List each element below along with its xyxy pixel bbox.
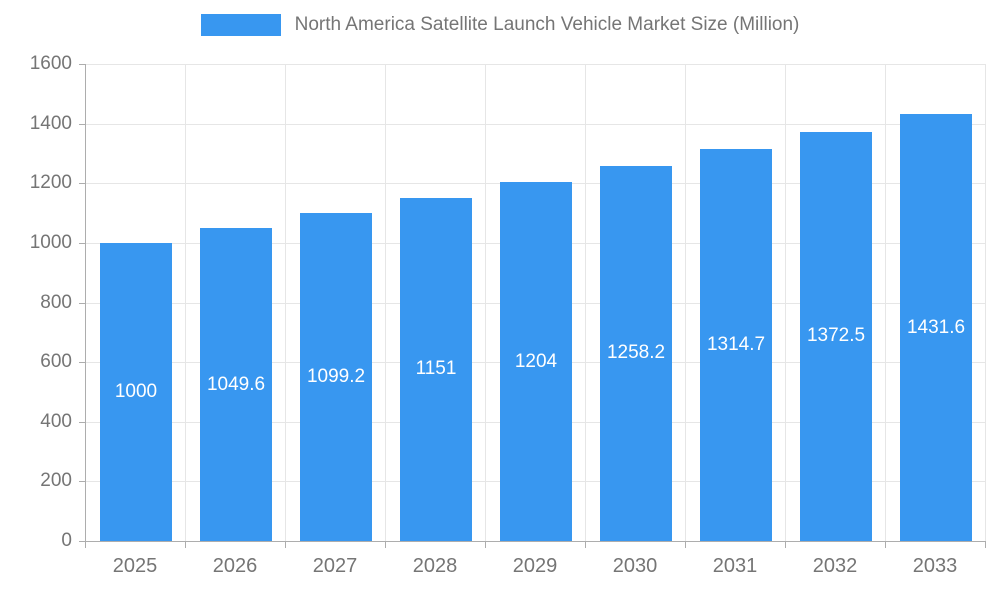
y-axis-tick-mark bbox=[79, 421, 85, 423]
y-axis-tick-label: 600 bbox=[40, 351, 72, 373]
gridline-vertical bbox=[385, 64, 386, 541]
x-axis-tick-mark bbox=[685, 542, 686, 548]
x-axis-tick-mark bbox=[85, 542, 86, 548]
gridline-horizontal bbox=[86, 64, 986, 65]
bar-2032[interactable]: 1372.5 bbox=[800, 131, 872, 541]
x-axis-tick-mark bbox=[285, 542, 286, 548]
x-axis-tick-label: 2028 bbox=[412, 555, 458, 577]
x-axis-tick-label: 2031 bbox=[712, 555, 758, 577]
y-axis-tick-mark bbox=[79, 362, 85, 364]
y-axis-tick-mark bbox=[79, 302, 85, 304]
gridline-vertical bbox=[885, 64, 886, 541]
bar-2027[interactable]: 1099.2 bbox=[300, 213, 372, 541]
y-axis-tick-label: 0 bbox=[61, 530, 72, 551]
bar-value-label: 1258.2 bbox=[606, 342, 666, 364]
y-axis-tick-label: 1000 bbox=[29, 231, 72, 253]
bar-2026[interactable]: 1049.6 bbox=[200, 228, 272, 541]
gridline-vertical bbox=[485, 64, 486, 541]
gridline-vertical bbox=[785, 64, 786, 541]
bar-value-label: 1049.6 bbox=[206, 373, 266, 395]
x-axis-tick-label: 2033 bbox=[912, 555, 958, 577]
bar-cell: 1099.2 bbox=[286, 64, 386, 541]
x-axis-tick-label: 2026 bbox=[212, 555, 258, 577]
y-axis-tick-mark bbox=[79, 64, 85, 65]
y-axis-tick-label: 400 bbox=[40, 410, 72, 432]
plot-area: 1000 1049.6 1099.2 1151 1204 1258.2 1314.7 1372… bbox=[85, 64, 986, 542]
bar-2028[interactable]: 1151 bbox=[400, 197, 472, 541]
bar-cell: 1372.5 bbox=[786, 64, 886, 541]
bar-2029[interactable]: 1204 bbox=[500, 182, 572, 541]
bars-layer: 1000 1049.6 1099.2 1151 1204 1258.2 1314.7 1372… bbox=[86, 64, 986, 541]
gridline-vertical bbox=[185, 64, 186, 541]
bar-2025[interactable]: 1000 bbox=[100, 242, 172, 541]
gridline-horizontal bbox=[86, 123, 986, 125]
bar-2033[interactable]: 1431.6 bbox=[900, 114, 972, 541]
x-axis-tick-mark bbox=[785, 542, 786, 548]
bar-value-label: 1000 bbox=[114, 380, 158, 402]
x-axis-tick-label: 2032 bbox=[812, 555, 858, 577]
x-axis-tick-mark bbox=[485, 542, 486, 548]
bar-value-label: 1151 bbox=[415, 358, 457, 380]
y-axis-tick-mark bbox=[79, 242, 85, 244]
legend-swatch bbox=[200, 14, 281, 36]
x-axis-tick-label: 2029 bbox=[512, 555, 558, 577]
bar-cell: 1314.7 bbox=[686, 64, 786, 541]
y-axis-tick-label: 800 bbox=[40, 291, 72, 313]
chart-legend[interactable]: North America Satellite Launch Vehicle M… bbox=[0, 14, 1000, 36]
bar-value-label: 1204 bbox=[514, 350, 558, 372]
bar-value-label: 1372.5 bbox=[806, 325, 866, 347]
gridline-vertical bbox=[585, 64, 586, 541]
y-axis-tick-label: 1200 bbox=[29, 172, 72, 194]
y-axis-tick-mark bbox=[79, 123, 85, 125]
bar-cell: 1204 bbox=[486, 64, 586, 541]
gridline-vertical bbox=[985, 64, 986, 541]
x-axis-tick-mark bbox=[885, 542, 886, 548]
bar-2030[interactable]: 1258.2 bbox=[600, 165, 672, 541]
y-axis-tick-label: 1400 bbox=[29, 112, 72, 134]
bar-value-label: 1099.2 bbox=[306, 366, 366, 388]
bar-value-label: 1314.7 bbox=[706, 334, 766, 356]
x-axis-tick-mark bbox=[585, 542, 586, 548]
bar-cell: 1049.6 bbox=[186, 64, 286, 541]
x-axis-tick-label: 2027 bbox=[312, 555, 358, 577]
gridline-vertical bbox=[685, 64, 686, 541]
bar-cell: 1431.6 bbox=[886, 64, 986, 541]
y-axis-tick-mark bbox=[79, 183, 85, 185]
y-axis-tick-label: 200 bbox=[40, 470, 72, 492]
y-axis-tick-label: 1600 bbox=[29, 53, 72, 74]
bar-cell: 1000 bbox=[86, 64, 186, 541]
x-axis-tick-label: 2030 bbox=[612, 555, 658, 577]
x-axis-tick-mark bbox=[185, 542, 186, 548]
y-axis-tick-mark bbox=[79, 541, 85, 542]
x-axis-tick-mark bbox=[385, 542, 386, 548]
chart-title: North America Satellite Launch Vehicle M… bbox=[294, 14, 800, 35]
bar-value-label: 1431.6 bbox=[906, 316, 966, 338]
gridline-vertical bbox=[285, 64, 286, 541]
x-axis-tick-mark bbox=[985, 542, 986, 548]
x-axis-tick-label: 2025 bbox=[112, 555, 158, 577]
bar-cell: 1151 bbox=[386, 64, 486, 541]
bar-cell: 1258.2 bbox=[586, 64, 686, 541]
bar-2031[interactable]: 1314.7 bbox=[700, 149, 772, 541]
y-axis-tick-mark bbox=[79, 481, 85, 483]
